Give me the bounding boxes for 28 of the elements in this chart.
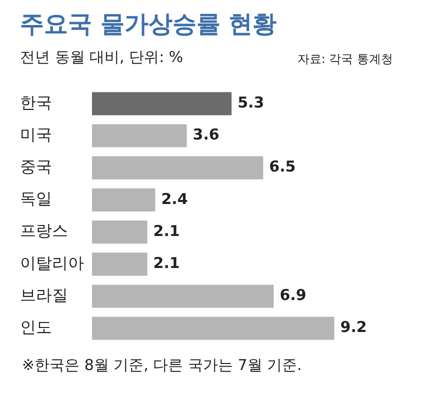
data-label: 2.1 bbox=[153, 254, 180, 272]
data-label: 9.2 bbox=[340, 318, 367, 336]
bar bbox=[92, 316, 334, 340]
data-label: 5.3 bbox=[238, 94, 264, 112]
bar bbox=[92, 188, 156, 212]
bar bbox=[92, 92, 232, 116]
text: 자료: 각국 통계청 bbox=[297, 51, 393, 68]
y-tick-label: 한국 bbox=[20, 92, 52, 112]
bar bbox=[92, 124, 187, 148]
data-label: 2.4 bbox=[161, 190, 188, 208]
y-tick-label: 중국 bbox=[20, 157, 52, 176]
chart-title: 주요국 물가상승률 현황 bbox=[20, 9, 277, 40]
y-tick-label: 인도 bbox=[20, 318, 52, 337]
y-tick-label: 이탈리아 bbox=[20, 253, 84, 272]
data-label: 6.5 bbox=[269, 158, 296, 176]
y-tick-label: 독일 bbox=[20, 189, 52, 208]
data-label: 3.6 bbox=[192, 126, 220, 144]
y-tick-label: 브라질 bbox=[20, 285, 68, 304]
bar bbox=[92, 284, 274, 308]
chart-subtitle: 전년 동월 대비, 단위: % bbox=[20, 48, 184, 67]
text: ※한국은 8월 기준, 다른 국가는 7월 기준. bbox=[22, 356, 302, 375]
bar bbox=[92, 220, 148, 244]
y-tick-label: 프랑스 bbox=[20, 221, 68, 240]
y-tick-label: 미국 bbox=[20, 124, 52, 144]
data-label: 6.9 bbox=[280, 286, 306, 304]
data-label: 2.1 bbox=[153, 222, 180, 240]
bar bbox=[92, 252, 148, 276]
bar bbox=[92, 156, 264, 180]
